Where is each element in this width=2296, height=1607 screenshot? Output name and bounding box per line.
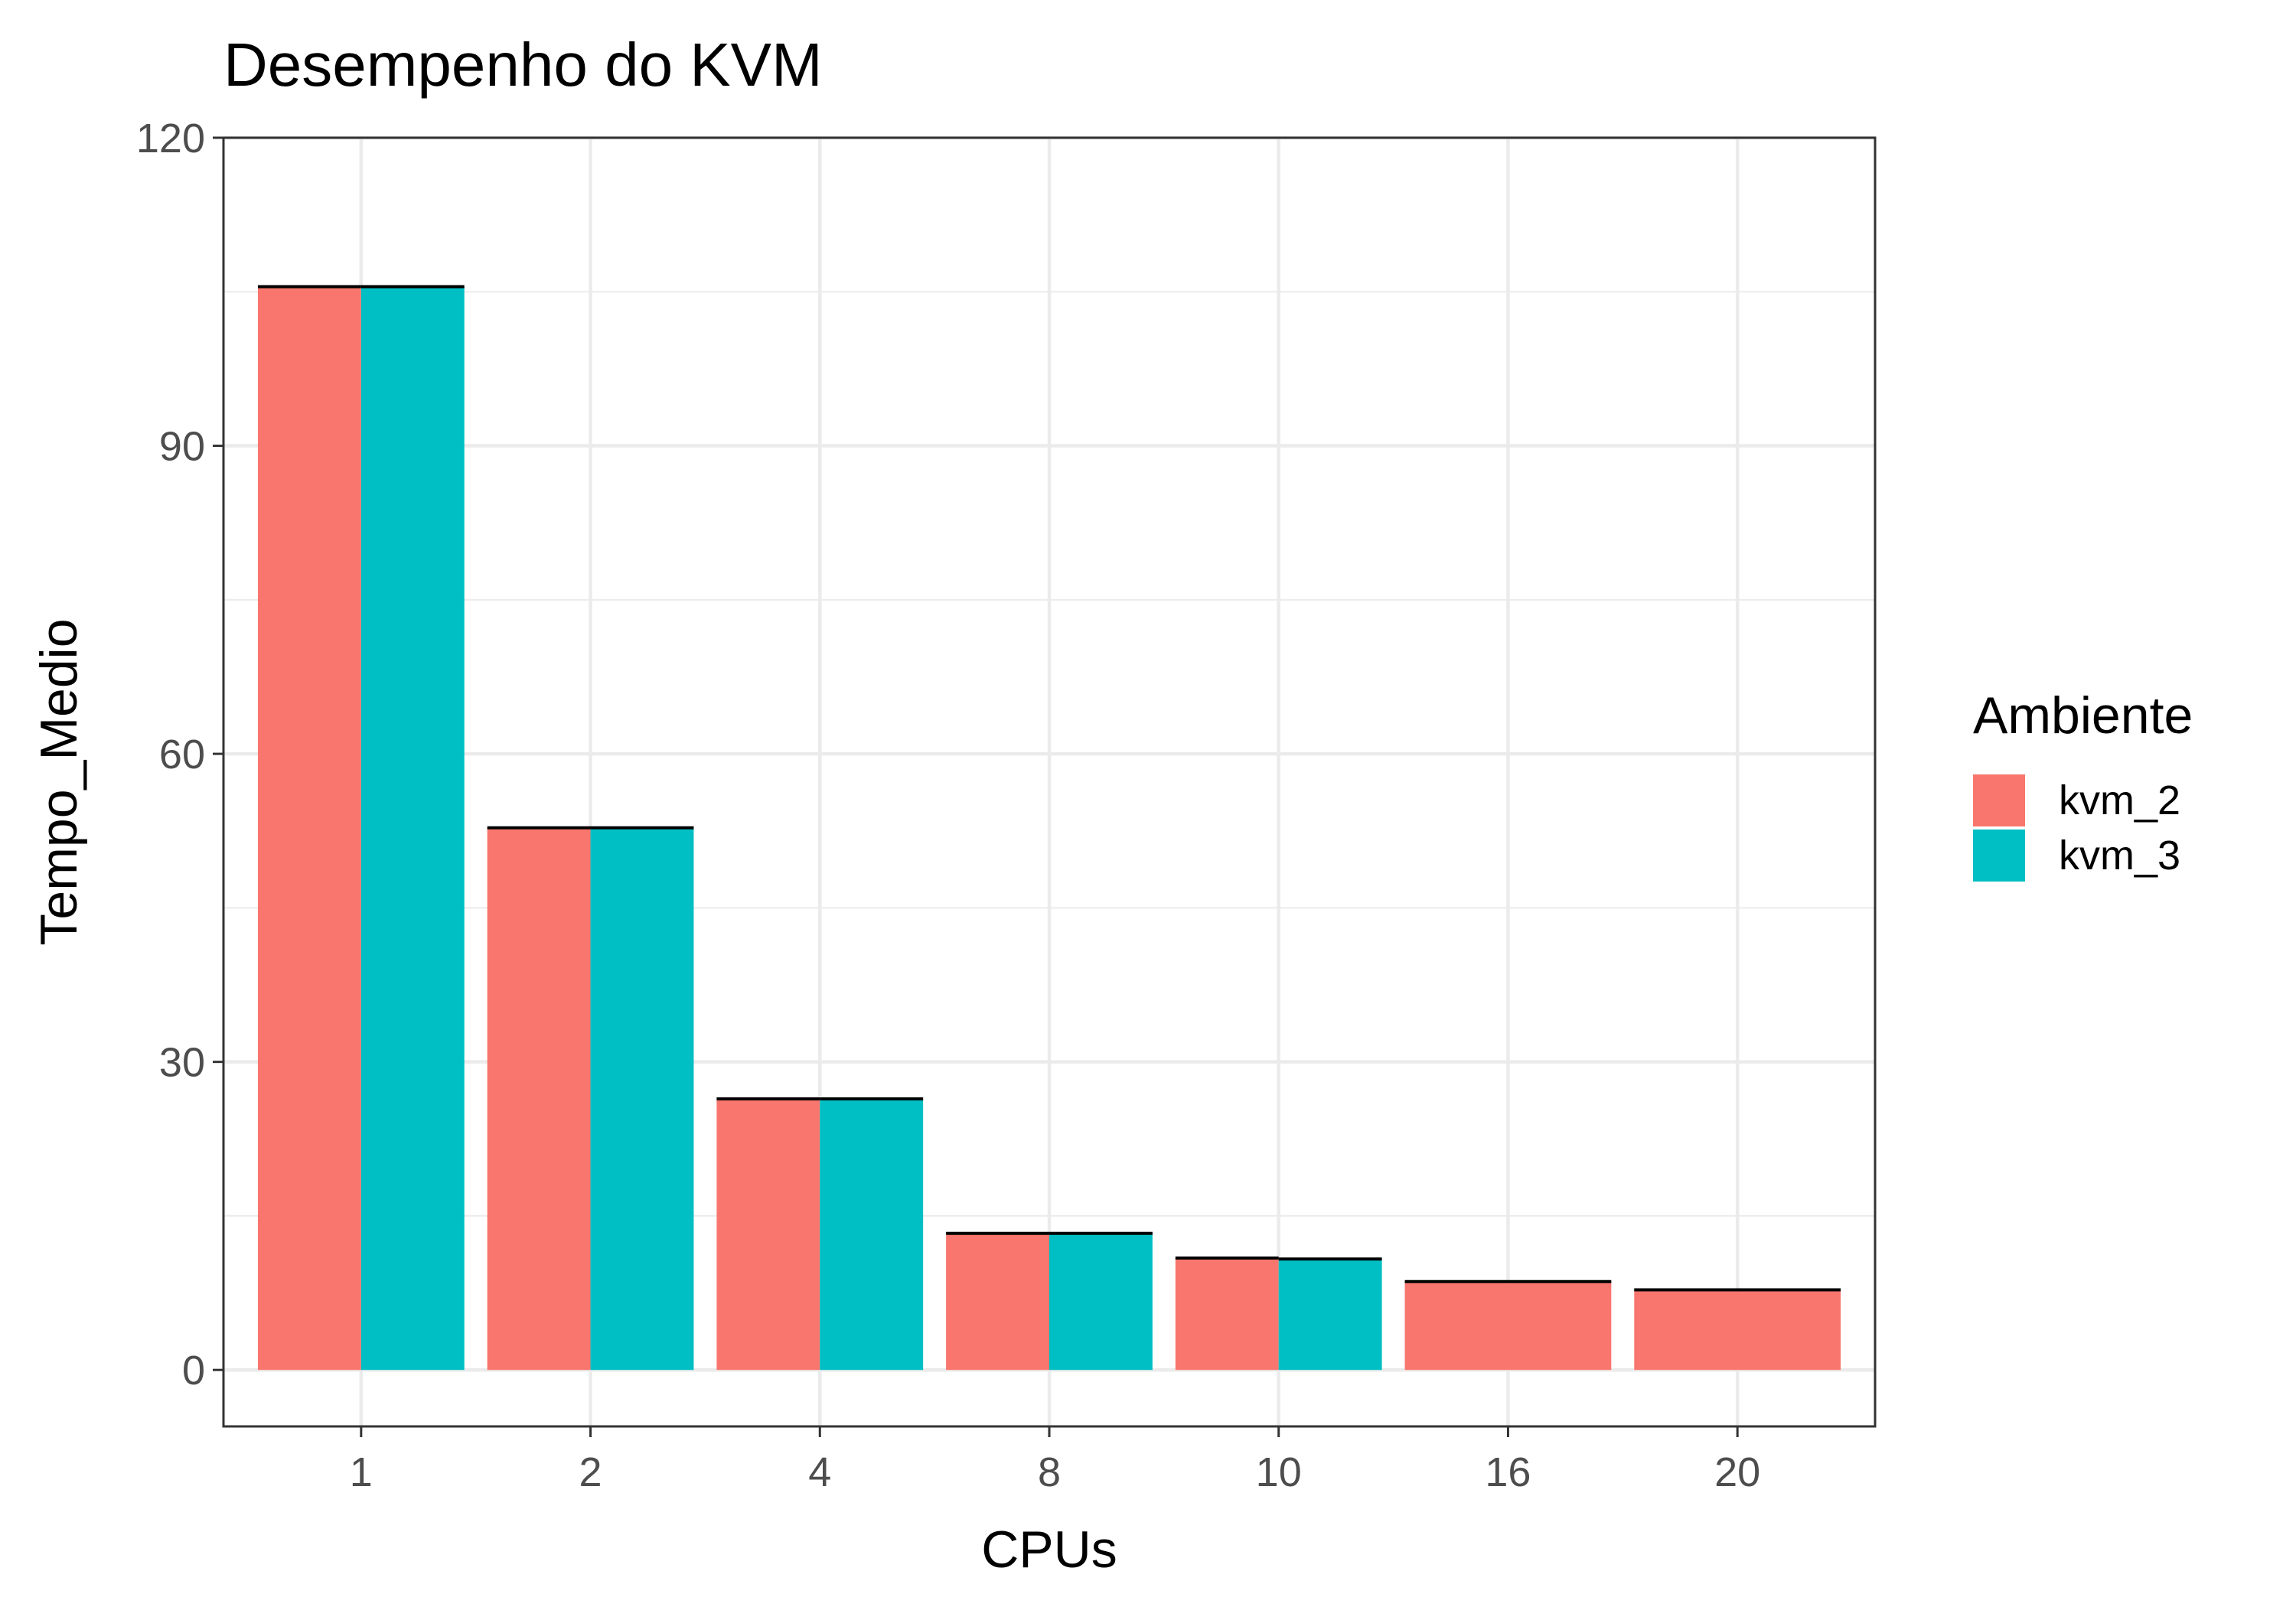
x-tick-label: 1 (350, 1449, 373, 1495)
x-tick-label: 8 (1038, 1449, 1061, 1495)
y-tick-label: 60 (159, 732, 205, 777)
bar-kvm_2-8 (946, 1233, 1049, 1371)
legend-key-kvm_2 (1973, 774, 2025, 826)
chart-title: Desempenho do KVM (223, 31, 823, 99)
legend-key-kvm_3 (1973, 830, 2025, 882)
legend: Ambiente kvm_2 kvm_3 (1973, 686, 2193, 882)
y-axis: 0 30 60 90 120 (136, 116, 223, 1393)
legend-label-kvm_3: kvm_3 (2059, 833, 2180, 878)
x-tick-label: 4 (808, 1449, 831, 1495)
y-tick-label: 0 (182, 1348, 205, 1393)
bar-kvm_2-16 (1404, 1281, 1612, 1371)
bars (257, 285, 1841, 1371)
x-tick-label: 2 (579, 1449, 602, 1495)
bar-kvm_2-20 (1634, 1289, 1841, 1371)
x-tick-label: 16 (1485, 1449, 1531, 1495)
bar-kvm_3-8 (1049, 1233, 1153, 1371)
bar-kvm_3-1 (360, 286, 465, 1371)
bar-kvm_2-4 (716, 1098, 820, 1371)
bar-kvm_3-10 (1278, 1259, 1382, 1371)
y-tick-label: 90 (159, 424, 205, 470)
legend-label-kvm_2: kvm_2 (2059, 777, 2180, 823)
y-tick-label: 30 (159, 1040, 205, 1086)
x-axis: 1 2 4 8 10 16 20 (350, 1426, 1760, 1495)
x-tick-label: 20 (1714, 1449, 1760, 1495)
bar-kvm_2-2 (487, 827, 591, 1371)
x-tick-label: 10 (1256, 1449, 1302, 1495)
bar-kvm_3-4 (820, 1098, 924, 1371)
bar-kvm_3-2 (590, 827, 694, 1371)
x-axis-title: CPUs (981, 1521, 1117, 1579)
y-tick-label: 120 (136, 116, 205, 161)
plot-panel (222, 135, 1877, 1428)
bar-kvm_2-1 (257, 286, 361, 1371)
legend-title: Ambiente (1973, 686, 2193, 745)
bar-kvm_2-10 (1175, 1257, 1279, 1371)
y-axis-title: Tempo_Medio (30, 618, 88, 945)
